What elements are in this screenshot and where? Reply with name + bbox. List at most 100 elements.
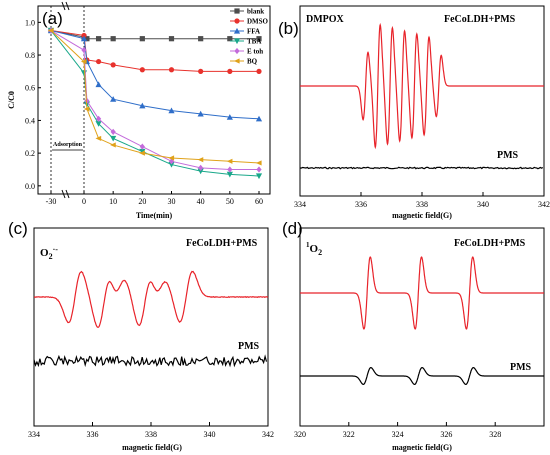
axis-break-top (61, 1, 70, 11)
legend-label: blank (247, 8, 264, 16)
data-point (168, 107, 175, 114)
panel-d-black-spectrum (300, 367, 544, 385)
data-point (95, 36, 102, 42)
x-tick-label: 336 (355, 200, 367, 209)
panel-b-xlabel: magnetic field(G) (392, 211, 452, 220)
panel-c-x-ticks: 334 336 338 340 342 (28, 422, 274, 439)
data-point (197, 110, 204, 117)
data-point (139, 150, 145, 156)
data-point (226, 171, 233, 178)
x-tick-label: 342 (538, 200, 550, 209)
y-tick-label: 0.2 (25, 149, 35, 158)
data-point (95, 58, 102, 65)
panel-c-xlabel: magnetic field(G) (122, 443, 182, 452)
x-tick-label: 342 (262, 430, 274, 439)
panel-a-label: (a) (42, 9, 63, 28)
x-tick-label: 10 (109, 197, 117, 206)
x-tick-label: 30 (168, 197, 176, 206)
panel-a-chart: (a) Adsorption 0.0 0.2 0.4 0.6 0.8 1.0 -30 0 10… (7, 1, 271, 220)
panel-d-red-spectrum (300, 256, 544, 330)
panel-a-x-ticks: -30 0 10 20 30 40 50 60 (46, 191, 263, 206)
panel-d-x-ticks: 320 322 324 326 328 (294, 422, 501, 439)
data-point (198, 36, 204, 42)
data-point (255, 173, 263, 180)
panel-b-label: (b) (278, 19, 299, 38)
data-point (197, 157, 204, 163)
data-point (227, 166, 233, 173)
x-tick-label: 340 (204, 430, 216, 439)
y-tick-label: 0.8 (25, 51, 35, 60)
data-point (227, 36, 233, 42)
data-point (80, 70, 88, 77)
data-point (95, 121, 102, 127)
x-tick-label: -30 (46, 197, 57, 206)
panel-d-bottom-label: PMS (510, 362, 532, 373)
data-point (233, 27, 241, 34)
panel-a-y-ticks: 0.0 0.2 0.4 0.6 0.8 1.0 (25, 18, 41, 191)
data-point (80, 58, 87, 65)
data-point (110, 96, 117, 102)
panel-c-chart: (c) O2·- FeCoLDH+PMS PMS 334 336 338 340 342… (8, 219, 274, 452)
data-point (198, 164, 204, 171)
panel-c-bottom-label: PMS (238, 341, 260, 352)
panel-a-frame (37, 5, 271, 195)
data-point (81, 47, 87, 54)
series-line (50, 30, 260, 177)
panel-b-bottom-label: PMS (497, 150, 519, 161)
legend-label: DMSO (247, 18, 269, 26)
axis-break-bottom (61, 189, 70, 199)
legend-label: E toh (247, 48, 263, 56)
y-tick-label: 0.6 (25, 84, 35, 93)
y-tick-label: 0.0 (25, 182, 35, 191)
panel-b-top-label: FeCoLDH+PMS (444, 14, 516, 25)
data-point (226, 158, 233, 164)
data-point (168, 161, 175, 168)
data-point (256, 36, 262, 42)
panel-a-xlabel: Time(min) (136, 211, 173, 220)
data-point (95, 135, 102, 142)
x-tick-label: 326 (440, 430, 452, 439)
data-point (139, 102, 146, 109)
data-point (110, 36, 116, 42)
panel-c-red-spectrum (33, 270, 269, 328)
x-tick-label: 322 (343, 430, 355, 439)
series-line (50, 30, 260, 164)
data-point (197, 168, 204, 175)
series-line (50, 30, 259, 170)
data-point (255, 115, 263, 122)
data-point (80, 35, 88, 42)
panel-d-frame (299, 227, 545, 427)
x-tick-label: 50 (226, 197, 234, 206)
panel-d-top-label: FeCoLDH+PMS (454, 238, 526, 249)
data-point (81, 32, 87, 39)
panel-b-black-spectrum (299, 166, 544, 170)
legend-label: FFA (247, 28, 260, 36)
data-point (110, 142, 116, 148)
data-point (168, 155, 175, 161)
data-point (95, 115, 102, 122)
adsorption-annotation: Adsorption (53, 142, 83, 148)
panel-c-frame (33, 227, 269, 427)
panel-a-ylabel: C/C0 (7, 91, 16, 109)
panel-a-legend: blank DMSO FFA TBA E toh BQ (230, 8, 269, 66)
panel-b-x-ticks: 334 336 338 340 342 (294, 192, 550, 209)
panel-c-black-spectrum (33, 354, 268, 368)
data-point (110, 128, 116, 135)
x-tick-label: 334 (294, 200, 306, 209)
data-point (226, 114, 233, 120)
data-point (234, 8, 240, 14)
panel-d-title: 1O2 (306, 241, 322, 257)
data-point (95, 81, 102, 88)
data-point (227, 68, 233, 74)
x-tick-label: 328 (489, 430, 501, 439)
panel-c-label: (c) (8, 219, 28, 238)
panel-b-chart: (b) DMPOX FeCoLDH+PMS PMS 334 336 338 340 34… (278, 5, 550, 220)
panel-d-xlabel: magnetic field(G) (392, 443, 452, 452)
data-point (83, 106, 90, 112)
x-tick-label: 20 (138, 197, 146, 206)
x-tick-label: 40 (197, 197, 205, 206)
x-tick-label: 338 (145, 430, 157, 439)
data-point (84, 97, 90, 104)
data-point (234, 18, 240, 24)
